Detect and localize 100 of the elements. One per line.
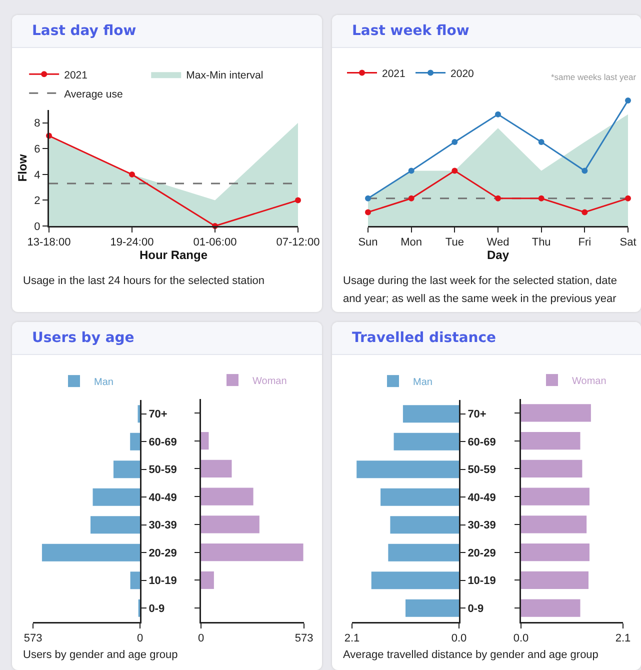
legend-label: Man xyxy=(413,376,432,388)
bar xyxy=(130,572,140,590)
bar xyxy=(201,544,304,562)
chart-title: Travelled distance xyxy=(352,330,496,346)
point xyxy=(452,168,458,174)
y-axis-title: Flow xyxy=(16,154,30,182)
text: Average travelled distance by gender and age group xyxy=(343,648,600,663)
x-tick-label: 0.0 xyxy=(451,632,467,645)
y-tick-label: 60-69 xyxy=(148,436,177,448)
text: Usage during the last week for the selected station, date and year; as well as the same week in the previous year xyxy=(343,274,618,307)
bar xyxy=(394,432,459,450)
bar xyxy=(521,432,580,450)
x-tick-label: Tue xyxy=(445,236,464,249)
legend-label: Max-Min interval xyxy=(186,69,264,82)
bar xyxy=(356,460,459,478)
y-tick-label: 2 xyxy=(34,195,40,208)
bar xyxy=(42,544,140,562)
point xyxy=(365,195,371,202)
x-tick-label: 07-12:00 xyxy=(276,236,320,249)
point xyxy=(582,209,588,216)
text: Users by gender and age group xyxy=(23,648,179,663)
x-axis-title: Hour Range xyxy=(139,248,208,262)
point xyxy=(408,168,414,174)
point xyxy=(295,197,301,204)
y-tick-label: 50-59 xyxy=(148,464,177,476)
bar xyxy=(201,571,214,589)
point xyxy=(582,168,588,174)
bar xyxy=(521,544,590,562)
x-axis-title: Day xyxy=(486,248,510,262)
bar xyxy=(92,488,140,506)
bar xyxy=(521,599,580,617)
legend-label: Average use xyxy=(64,88,124,100)
bar xyxy=(380,488,459,506)
point xyxy=(452,138,458,145)
bar xyxy=(521,516,587,534)
x-tick-label: 13-18:00 xyxy=(27,236,71,249)
y-tick-label: 20-29 xyxy=(148,547,177,560)
legend-label: 2021 xyxy=(382,68,406,80)
x-tick-label: Wed xyxy=(486,236,510,249)
x-tick-label: 0 xyxy=(198,632,204,645)
x-tick-label: 0.0 xyxy=(513,632,529,645)
y-tick-label: 6 xyxy=(34,144,40,156)
point xyxy=(495,111,501,118)
point xyxy=(538,138,544,145)
x-tick-label: 0 xyxy=(136,632,144,645)
x-tick-label: 573 xyxy=(24,632,42,645)
y-tick-label: 10-19 xyxy=(148,575,177,588)
y-tick-label: 0-9 xyxy=(468,602,484,615)
bar xyxy=(201,488,254,506)
bar xyxy=(521,488,590,506)
bar xyxy=(406,599,459,617)
point xyxy=(129,171,135,178)
legend-label: 2021 xyxy=(64,69,88,82)
y-tick-label: 50-59 xyxy=(468,464,496,476)
x-tick-label: 19-24:00 xyxy=(110,236,154,249)
x-tick-label: Thu xyxy=(532,236,551,249)
legend-label: 2020 xyxy=(450,68,474,80)
y-tick-label: 40-49 xyxy=(468,492,496,504)
bar xyxy=(390,516,459,534)
point xyxy=(408,195,414,202)
chart-title: Last week flow xyxy=(352,23,470,39)
x-tick-label: Fri xyxy=(578,236,592,249)
y-tick-label: 4 xyxy=(34,169,40,182)
bar xyxy=(521,460,582,478)
legend-label: Woman xyxy=(572,376,606,387)
bar xyxy=(201,460,232,478)
bar xyxy=(130,432,140,450)
y-tick-label: 10-19 xyxy=(468,575,496,588)
x-tick-label: 2.1 xyxy=(615,632,631,645)
x-tick-label: 573 xyxy=(294,632,314,645)
y-tick-label: 70+ xyxy=(148,408,168,421)
bar xyxy=(402,405,459,423)
bar xyxy=(90,516,140,534)
point xyxy=(495,195,501,202)
bar xyxy=(113,460,140,478)
point xyxy=(538,195,544,202)
y-tick-label: 40-49 xyxy=(148,492,177,504)
legend-label: Man xyxy=(94,376,114,388)
text: *same weeks last year xyxy=(551,72,636,82)
x-tick-label: Sat xyxy=(620,236,636,249)
point xyxy=(365,209,371,216)
y-tick-label: 30-39 xyxy=(468,520,496,532)
bar xyxy=(521,404,591,422)
y-tick-label: 70+ xyxy=(468,408,486,421)
x-tick-label: 2.1 xyxy=(344,632,360,645)
y-tick-label: 0-9 xyxy=(148,602,165,615)
bar xyxy=(201,432,209,450)
x-tick-label: Mon xyxy=(400,236,422,249)
y-tick-label: 20-29 xyxy=(468,547,496,560)
text: Usage in the last 24 hours for the selected station xyxy=(23,274,266,289)
chart-title: Last day flow xyxy=(32,23,136,39)
bar xyxy=(371,572,459,590)
y-tick-label: 30-39 xyxy=(148,520,177,532)
x-tick-label: 01-06:00 xyxy=(193,236,237,249)
legend-label: Woman xyxy=(252,376,287,387)
bar xyxy=(201,516,260,534)
bar xyxy=(388,544,459,562)
point xyxy=(625,195,631,202)
bar xyxy=(521,571,589,589)
y-tick-label: 60-69 xyxy=(468,436,496,448)
